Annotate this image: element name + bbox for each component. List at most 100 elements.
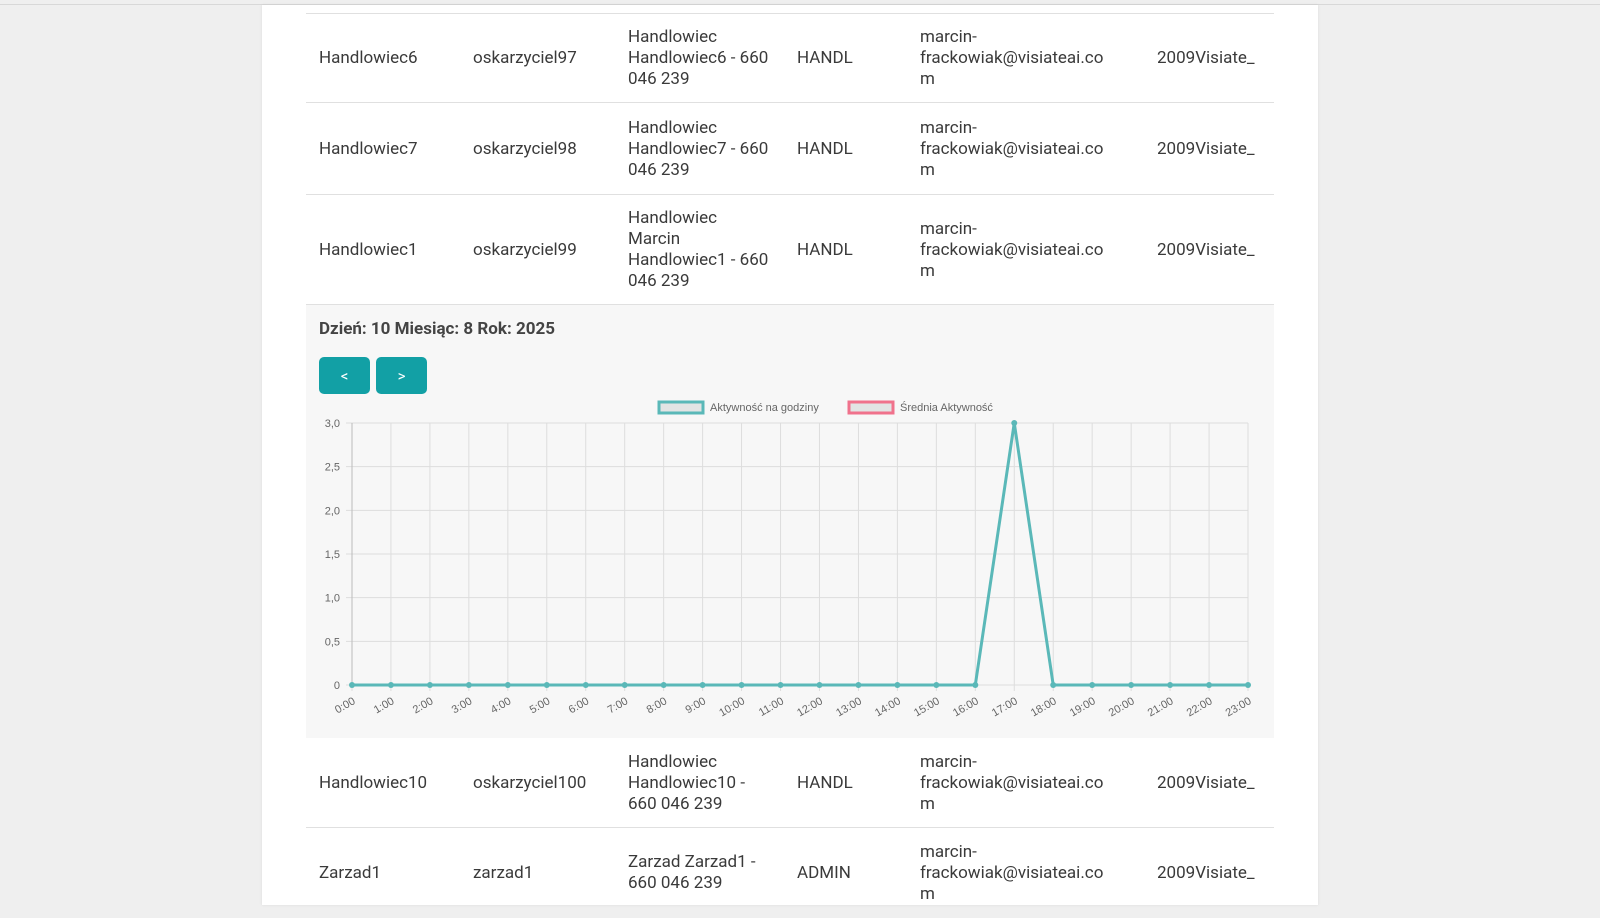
chart: 0 0,5 1,0 1,5 2,0 2,5 3,0 0:00 1:00 2:00 3:00 4:00 5… <box>325 400 1254 719</box>
data-point <box>465 682 472 688</box>
table-cell: 2009Visiate_ <box>1157 48 1255 68</box>
x-tick-label: 8:00 <box>645 695 670 716</box>
table-cell: 2009Visiate_ <box>1157 239 1255 260</box>
x-tick-label: 0:00 <box>333 695 358 716</box>
table-cell: HANDL <box>797 772 853 793</box>
x-tick-label: 13:00 <box>834 695 864 719</box>
table-cell: HANDL <box>797 48 853 68</box>
x-tick-label: 1:00 <box>372 695 397 716</box>
table-cell: Zarzad1 <box>319 862 382 883</box>
y-tick-label: 0 <box>334 680 340 692</box>
table-row: Handlowiec6 oskarzyciel97 Handlowiec Handl… <box>306 13 1274 103</box>
data-point <box>349 682 355 688</box>
x-tick-label: 22:00 <box>1185 695 1215 719</box>
table-cell: oskarzyciel98 <box>473 138 577 159</box>
table-cell: Handlowiec Handlowiec6 - 660 046 239 <box>628 27 769 89</box>
x-tick-label: 16:00 <box>951 695 981 719</box>
x-tick-label: 20:00 <box>1107 695 1137 719</box>
legend-swatch <box>847 400 895 415</box>
data-point <box>582 682 589 688</box>
series-line <box>352 422 1248 687</box>
table-cell: HANDL <box>797 138 853 159</box>
data-point <box>816 682 823 688</box>
table-row: Handlowiec1 oskarzyciel99 Handlowiec Marci… <box>306 194 1274 305</box>
y-tick-label: 3,0 <box>325 418 340 430</box>
x-tick-label: 21:00 <box>1146 695 1176 719</box>
table-cell: Zarzad Zarzad1 - 660 046 239 <box>628 852 756 893</box>
data-point <box>1167 682 1174 688</box>
y-tick-label: 2,0 <box>325 505 340 517</box>
x-tick-label: 7:00 <box>606 695 631 716</box>
table-cell: zarzad1 <box>473 862 534 883</box>
y-tick-label: 1,5 <box>325 549 340 561</box>
chart-section: Dzień: 10 Miesiąc: 8 Rok: 2025 < > 0 0,5 1… <box>306 304 1274 738</box>
data-point <box>387 682 394 688</box>
x-tick-label: 15:00 <box>912 695 942 719</box>
x-tick-label: 5:00 <box>528 695 553 716</box>
x-tick-label: 23:00 <box>1224 695 1254 719</box>
table-cell: 2009Visiate_ <box>1157 772 1255 793</box>
table-row: Handlowiec7 oskarzyciel98 Handlowiec Handl… <box>306 102 1274 195</box>
data-point <box>1206 682 1213 688</box>
table-cell: marcin-frackowiak@visiateai.com <box>920 218 1104 281</box>
legend-swatch <box>657 400 705 415</box>
table-cell: Handlowiec Marcin Handlowiec1 - 660 046 … <box>628 208 769 291</box>
data-point <box>543 682 550 688</box>
table-cell: HANDL <box>797 239 853 260</box>
data-point <box>660 682 667 688</box>
prev-button[interactable]: < <box>319 357 370 394</box>
data-point <box>621 682 628 688</box>
x-tick-label: 17:00 <box>990 695 1020 719</box>
data-point <box>1011 420 1018 426</box>
table-cell: Handlowiec7 <box>319 138 418 159</box>
data-point <box>777 682 784 688</box>
top-border <box>0 4 1600 5</box>
table-row: Zarzad1 zarzad1 Zarzad Zarzad1 - 660 046 2… <box>306 827 1274 918</box>
table-cell: oskarzyciel100 <box>473 772 587 793</box>
x-tick-label: 19:00 <box>1068 695 1098 719</box>
table-cell: ADMIN <box>797 862 851 883</box>
table-cell: Handlowiec Handlowiec7 - 660 046 239 <box>628 117 769 180</box>
data-point <box>699 682 706 688</box>
legend-label: Średnia Aktywność <box>900 401 993 414</box>
table-cell: Handlowiec6 <box>319 48 418 68</box>
data-point <box>738 682 745 688</box>
table-cell: marcin-frackowiak@visiateai.com <box>920 117 1104 180</box>
data-point <box>933 682 940 688</box>
legend-label: Aktywność na godziny <box>710 402 819 414</box>
table-cell: Handlowiec10 <box>319 772 428 793</box>
data-point <box>1089 682 1096 688</box>
date-label: Dzień: 10 Miesiąc: 8 Rok: 2025 <box>319 319 555 339</box>
y-tick-label: 1,0 <box>325 593 340 605</box>
x-tick-label: 2:00 <box>411 695 436 716</box>
data-point <box>426 682 433 688</box>
table-cell: oskarzyciel99 <box>473 239 577 260</box>
x-tick-label: 10:00 <box>717 695 747 719</box>
table-cell: marcin-frackowiak@visiateai.com <box>920 841 1104 904</box>
data-point <box>855 682 862 688</box>
y-tick-label: 2,5 <box>325 462 340 474</box>
data-point <box>1245 682 1251 688</box>
next-button[interactable]: > <box>376 357 427 394</box>
table-cell: marcin-frackowiak@visiateai.com <box>920 27 1104 89</box>
table-cell: Handlowiec Handlowiec10 - 660 046 239 <box>628 751 746 814</box>
table-row: Handlowiec10 oskarzyciel100 Handlowiec Han… <box>306 737 1274 828</box>
data-point <box>972 682 979 688</box>
data-point <box>894 682 901 688</box>
x-tick-label: 18:00 <box>1029 695 1059 719</box>
table-cell: 2009Visiate_ <box>1157 862 1255 883</box>
x-tick-label: 11:00 <box>757 695 786 719</box>
data-point <box>504 682 511 688</box>
table-cell: marcin-frackowiak@visiateai.com <box>920 751 1104 814</box>
x-tick-label: 12:00 <box>795 695 825 719</box>
table-cell: Handlowiec1 <box>319 239 418 260</box>
x-tick-label: 14:00 <box>873 695 903 719</box>
x-tick-label: 4:00 <box>489 695 514 716</box>
data-point <box>1050 682 1057 688</box>
x-tick-label: 9:00 <box>684 695 709 716</box>
x-tick-label: 3:00 <box>450 695 475 716</box>
table-cell: oskarzyciel97 <box>473 48 577 68</box>
x-tick-label: 6:00 <box>567 695 592 716</box>
y-tick-label: 0,5 <box>325 636 340 648</box>
